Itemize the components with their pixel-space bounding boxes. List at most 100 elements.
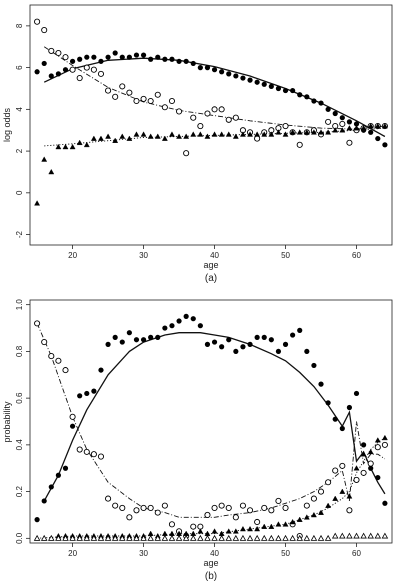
panel-b-ytick-label: 1.0 bbox=[15, 299, 24, 311]
panel-a-point-open-circle bbox=[296, 141, 303, 148]
panel-b-point-open-triangle bbox=[239, 534, 247, 541]
panel-b-point-filled-triangle bbox=[367, 448, 374, 455]
panel-a-point-open-circle bbox=[211, 106, 218, 113]
panel-b-point-open-circle bbox=[147, 504, 154, 512]
panel-b-point-open-triangle bbox=[33, 534, 41, 541]
panel-a-point-filled-circle bbox=[91, 54, 97, 60]
panel-b-marks bbox=[33, 313, 389, 541]
panel-b-xtick-label: 20 bbox=[68, 549, 77, 558]
panel-a-point-open-circle bbox=[232, 114, 239, 121]
panel-b-xlabel: age bbox=[203, 558, 218, 568]
panel-a-xtick-label: 30 bbox=[139, 251, 148, 260]
panel-a-point-filled-triangle bbox=[197, 131, 204, 137]
panel-b-point-filled-circle bbox=[41, 498, 47, 504]
panel-a-point-filled-triangle bbox=[240, 131, 246, 137]
panel-a-point-filled-circle bbox=[211, 67, 218, 73]
panel-b-point-filled-circle bbox=[275, 348, 282, 355]
panel-a-point-filled-circle bbox=[282, 87, 289, 94]
panel-b-point-filled-triangle bbox=[232, 528, 239, 534]
panel-b-point-open-circle bbox=[232, 514, 239, 521]
panel-b-point-filled-triangle bbox=[211, 528, 218, 534]
panel-b-point-open-circle bbox=[204, 511, 211, 519]
panel-b-point-open-circle bbox=[69, 413, 76, 420]
panel-b-point-open-circle bbox=[34, 320, 41, 327]
panel-a-point-filled-triangle bbox=[112, 137, 119, 143]
panel-b-point-open-triangle bbox=[360, 532, 367, 539]
panel-b-point-open-circle bbox=[339, 462, 346, 469]
panel-a-point-filled-circle bbox=[148, 56, 154, 62]
panel-a-point-filled-triangle bbox=[374, 123, 381, 129]
panel-a-point-filled-circle bbox=[204, 65, 211, 71]
panel-b-point-filled-circle bbox=[240, 344, 246, 350]
panel-a-point-filled-circle bbox=[69, 58, 76, 64]
panel-a-point-filled-triangle bbox=[325, 129, 332, 135]
panel-b-point-filled-triangle bbox=[275, 521, 282, 527]
panel-a-point-open-circle bbox=[168, 97, 176, 105]
panel-a-point-filled-triangle bbox=[119, 133, 126, 139]
panel-b-ytick-label: 0.8 bbox=[15, 345, 24, 357]
panel-b-point-open-triangle bbox=[83, 534, 91, 541]
panel-b-point-filled-circle bbox=[98, 367, 104, 373]
panel-b-point-filled-triangle bbox=[353, 465, 360, 471]
panel-a-ytick-label: 6 bbox=[15, 65, 24, 70]
panel-a-point-open-circle bbox=[147, 97, 154, 105]
panel-a-point-filled-circle bbox=[140, 52, 147, 58]
panel-b-point-filled-circle bbox=[91, 388, 97, 394]
panel-a-point-filled-circle bbox=[219, 69, 225, 75]
panel-a-point-filled-triangle bbox=[318, 129, 324, 135]
panel-b-point-open-triangle bbox=[339, 532, 346, 539]
panel-a-xtick-label: 40 bbox=[210, 251, 219, 260]
panel-a-ticks: 20 30 40 50 60 -2 0 2 4 6 8 bbox=[15, 23, 362, 260]
panel-b-xtick-label: 60 bbox=[352, 549, 361, 558]
panel-a-fit-solid bbox=[43, 57, 386, 138]
panel-a-point-filled-circle bbox=[318, 100, 324, 106]
panel-a-point-filled-circle bbox=[290, 87, 296, 94]
panel-b-point-open-circle bbox=[353, 476, 360, 483]
panel-b-point-open-triangle bbox=[218, 534, 225, 541]
panel-b-point-open-triangle bbox=[268, 534, 275, 541]
panel-a-point-filled-circle bbox=[261, 81, 267, 87]
panel-b-fit-solid bbox=[43, 332, 386, 502]
panel-b-point-open-circle bbox=[261, 504, 268, 512]
panel-b-point-filled-triangle bbox=[268, 523, 275, 529]
panel-b-point-open-triangle bbox=[69, 534, 76, 541]
panel-b-point-filled-circle bbox=[233, 348, 239, 355]
panel-b-point-filled-circle bbox=[368, 465, 374, 471]
panel-b-point-open-circle bbox=[325, 479, 332, 486]
panel-b-point-open-triangle bbox=[317, 534, 325, 541]
panel-b-point-filled-circle bbox=[112, 334, 118, 340]
panel-a-point-filled-triangle bbox=[310, 129, 317, 135]
panel-a-xtick-label: 20 bbox=[68, 251, 77, 260]
panel-a-point-filled-triangle bbox=[55, 143, 62, 150]
panel-a-point-filled-triangle bbox=[261, 131, 268, 137]
panel-a-point-filled-triangle bbox=[140, 131, 147, 137]
panel-b-point-filled-circle bbox=[169, 323, 175, 329]
panel-b-point-filled-circle bbox=[219, 344, 225, 350]
panel-b-point-open-circle bbox=[303, 502, 310, 509]
panel-b-point-filled-circle bbox=[62, 465, 69, 471]
panel-b-point-open-triangle bbox=[154, 534, 162, 541]
panel-b-point-filled-circle bbox=[176, 318, 182, 324]
panel-a-point-filled-triangle bbox=[41, 156, 48, 162]
panel-b-point-filled-circle bbox=[105, 341, 111, 347]
panel-a-point-filled-circle bbox=[133, 52, 140, 58]
panel-a-point-filled-triangle bbox=[332, 127, 339, 133]
panel-b-point-filled-triangle bbox=[339, 488, 346, 494]
panel-b-frame bbox=[29, 299, 393, 544]
panel-b-point-open-triangle bbox=[55, 534, 62, 541]
panel-b-point-open-triangle bbox=[189, 534, 197, 541]
panel-b-point-open-circle bbox=[161, 502, 168, 509]
panel-a-point-open-circle bbox=[190, 114, 197, 121]
panel-b-point-open-triangle bbox=[296, 534, 304, 541]
panel-a-point-filled-triangle bbox=[360, 125, 367, 131]
panel-a-point-filled-triangle bbox=[90, 135, 97, 141]
panel-b: 20 30 40 50 60 0.0 0.2 0.4 0.6 0.8 1.0 age (b) pro… bbox=[2, 299, 393, 582]
panel-a-point-open-circle bbox=[119, 83, 126, 90]
panel-a-point-filled-triangle bbox=[83, 141, 90, 148]
panel-b-point-open-triangle bbox=[161, 534, 169, 541]
panel-a-point-filled-circle bbox=[162, 56, 168, 62]
panel-b-point-open-circle bbox=[48, 353, 55, 360]
panel-a-point-filled-triangle bbox=[62, 143, 69, 150]
panel-b-point-filled-circle bbox=[69, 423, 76, 429]
